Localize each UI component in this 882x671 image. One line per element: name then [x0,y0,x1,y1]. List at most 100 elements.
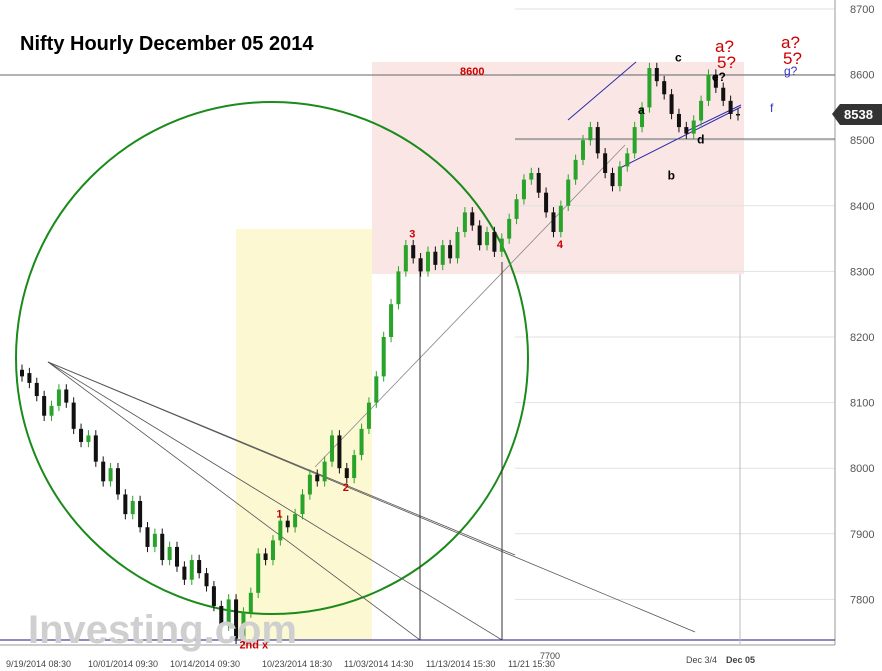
candle-body [234,599,239,639]
candle-body [676,113,681,128]
candle-body [56,389,61,406]
candle-body [640,107,645,128]
candle-body [27,373,32,383]
candle-body [477,225,482,246]
candle-body [588,127,593,141]
wave-label: 1 [276,508,282,520]
y-tick-label: 8300 [850,266,874,278]
candle [640,102,645,133]
wave-label: b [668,169,675,183]
candle [573,154,578,185]
candle [580,134,585,166]
candle-body [728,100,733,114]
rising-trendline [314,144,626,468]
candle-body [662,81,667,95]
annotation-5-top: 5? [717,53,736,72]
candle [617,161,622,192]
candle-body [381,337,386,377]
candle [93,430,98,467]
candle-body [322,461,327,482]
candle [411,239,416,264]
candle [536,167,541,198]
wave-label: 2 [343,482,349,494]
candle-body [108,468,113,482]
candle-body [691,120,696,134]
candle [492,226,497,257]
x-tick-label: 9/19/2014 08:30 [6,659,71,669]
candle-body [359,428,364,456]
x-tick-label: 10/01/2014 09:30 [88,659,158,669]
candle [676,108,681,133]
fan-lines [47,361,696,641]
candle-body [521,179,526,200]
candle [182,561,187,585]
last-price-tag: 8538 [832,104,882,125]
annotation-5-right: 5? [783,49,802,68]
candle [204,567,209,592]
candle-body [315,474,320,482]
candle [713,69,718,93]
candle [721,82,726,107]
candle [175,541,180,572]
candle-body [42,396,47,416]
candle-body [64,389,69,403]
candle-body [706,74,711,101]
candle [359,423,364,461]
candle-body [566,179,571,206]
candle-body [462,212,467,233]
candle-body [529,173,534,180]
wave-label: 3 [409,228,415,240]
candle-body [189,560,194,580]
candle-body [485,232,490,246]
candle [610,167,615,192]
candle [396,266,401,310]
candle [544,187,549,218]
candle-body [263,553,268,561]
candle [86,430,91,448]
y-tick-label: 8200 [850,332,874,344]
candle [529,167,534,185]
candle [19,364,25,382]
candle-body [455,232,460,259]
candle [337,430,342,474]
level-8600-label: 8600 [460,66,484,78]
candle-body [713,74,718,88]
candle [167,541,172,566]
y-tick-label: 8500 [850,135,874,147]
candle-body [307,474,312,495]
x-tick-label: 11/21 15:30 [508,659,555,669]
wave-label: e? [712,70,726,84]
candle [145,521,150,553]
candle-body [330,435,335,462]
candle-body [241,612,246,639]
candle-body [300,494,305,515]
candle [226,594,231,631]
annotation-a-right: a? [781,33,800,52]
candle [270,535,275,566]
candle-body [603,153,608,173]
candle [521,174,526,205]
candle [603,148,608,179]
candle [108,462,113,487]
wave-labels: 1 2 3 4 a b c d e? 2nd x [239,50,725,651]
candle-body [101,461,106,482]
candle [115,462,120,500]
candle-body [204,573,209,587]
y-tick-label: 8700 [850,4,874,16]
candle-body [175,546,180,567]
candle-body [411,245,416,259]
candlestick-series [19,62,741,645]
candle-body [396,271,401,305]
candle-body [293,514,298,528]
candle [138,495,143,533]
candle [248,587,253,618]
candle-body [632,127,637,154]
candle-body [160,533,165,561]
candle [27,367,32,389]
y-tick-label: 8100 [850,398,874,410]
candle-body [374,376,379,403]
candle-body [167,546,172,561]
candle [71,397,76,435]
candle-body [425,251,430,272]
